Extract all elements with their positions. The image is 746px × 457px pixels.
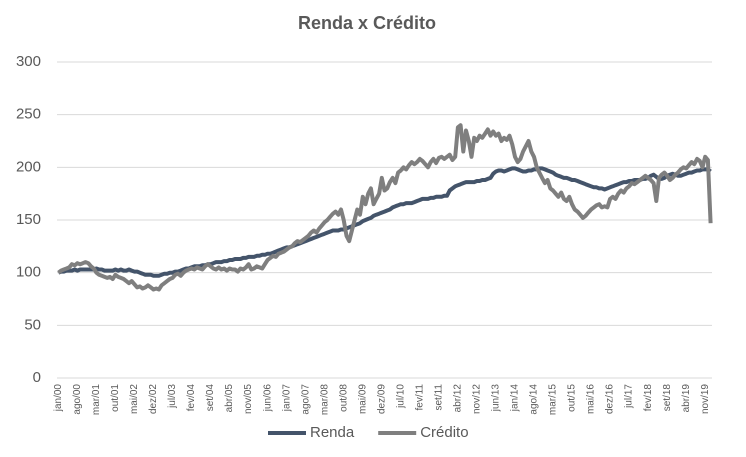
x-tick-label: dez/02	[148, 384, 159, 414]
x-tick-label: mar/15	[548, 384, 559, 416]
x-tick-label: jul/17	[624, 384, 635, 409]
chart-title: Renda x Crédito	[298, 13, 436, 33]
legend-label: Renda	[310, 424, 355, 441]
x-tick-label: fev/04	[186, 384, 197, 412]
x-tick-label: mar/08	[319, 384, 330, 416]
x-tick-label: abr/05	[224, 384, 235, 413]
x-tick-label: jul/10	[395, 384, 406, 409]
x-tick-label: jun/06	[262, 384, 273, 413]
x-tick-label: set/18	[662, 384, 673, 412]
x-tick-label: nov/19	[700, 384, 711, 414]
x-tick-label: ago/14	[529, 384, 540, 415]
x-tick-label: ago/00	[72, 384, 83, 415]
y-tick-label: 100	[16, 264, 41, 281]
x-tick-label: dez/09	[376, 384, 387, 414]
y-tick-label: 250	[16, 106, 41, 123]
series-line	[57, 123, 713, 292]
x-tick-label: mai/02	[129, 384, 140, 414]
y-tick-label: 300	[16, 53, 41, 70]
x-tick-label: out/08	[338, 384, 349, 412]
x-tick-label: abr/12	[453, 384, 464, 413]
y-tick-label: 50	[24, 316, 41, 333]
x-tick-label: ago/07	[300, 384, 311, 415]
x-tick-label: set/04	[205, 384, 216, 412]
x-tick-label: mar/01	[91, 384, 102, 416]
x-tick-label: mai/16	[586, 384, 597, 414]
x-tick-label: fev/18	[643, 384, 654, 412]
x-tick-label: mai/09	[357, 384, 368, 414]
x-tick-label: abr/19	[681, 384, 692, 413]
y-tick-label: 200	[16, 158, 41, 175]
x-tick-label: jun/13	[491, 384, 502, 413]
x-tick-label: fev/11	[414, 384, 425, 411]
x-tick-label: jul/03	[167, 384, 178, 409]
series-line	[57, 166, 712, 278]
x-tick-label: jan/14	[510, 384, 521, 413]
legend-label: Crédito	[420, 424, 468, 441]
x-tick-label: jan/00	[53, 384, 64, 413]
y-tick-label: 0	[33, 369, 41, 386]
x-tick-label: dez/16	[605, 384, 616, 414]
x-tick-label: set/11	[433, 384, 444, 411]
x-tick-label: out/15	[567, 384, 578, 412]
x-tick-label: out/01	[110, 384, 121, 412]
x-tick-label: nov/05	[243, 384, 254, 414]
x-tick-label: nov/12	[472, 384, 483, 414]
x-tick-label: jan/07	[281, 384, 292, 413]
y-tick-label: 150	[16, 211, 41, 228]
